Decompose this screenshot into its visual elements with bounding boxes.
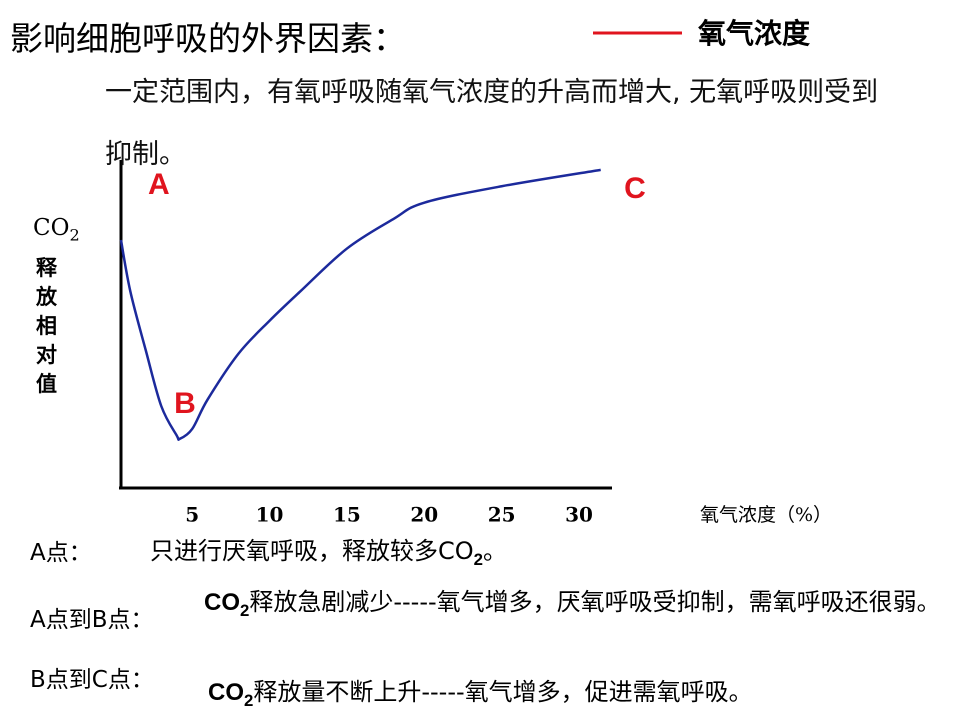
point-label: C xyxy=(624,172,646,205)
y-axis-label: 释放相对值 xyxy=(36,256,57,396)
x-tick-label: 20 xyxy=(410,503,438,527)
curve xyxy=(119,168,601,441)
note-label: A点： xyxy=(30,540,92,566)
subscript: 2 xyxy=(240,600,250,620)
note-label: B点到C点： xyxy=(30,667,154,693)
note-text: CO2释放急剧减少-----氧气增多，厌氧呼吸受抑制，需氧呼吸还很弱。 xyxy=(204,583,944,630)
legend-label: 氧气浓度 xyxy=(698,17,811,50)
y-axis-label: CO2 xyxy=(33,215,80,245)
x-axis-label: 氧气浓度（%） xyxy=(700,504,832,526)
point-label: A xyxy=(148,168,170,201)
note-text: 只进行厌氧呼吸，释放较多CO2。 xyxy=(150,531,507,570)
intro-text: 一定范围内，有氧呼吸随氧气浓度的升高而增大, 无氧呼吸则受到抑制。 xyxy=(105,77,879,170)
text: CO xyxy=(204,589,240,616)
x-tick-label: 25 xyxy=(488,503,516,527)
text: 只进行厌氧呼吸，释放较多CO xyxy=(150,537,474,565)
note-text: CO2释放量不断上升-----氧气增多，促进需氧呼吸。 xyxy=(208,672,753,711)
x-tick-label: 5 xyxy=(185,503,199,527)
x-tick-label: 30 xyxy=(565,503,593,527)
x-tick-label: 10 xyxy=(256,503,284,527)
x-tick-label: 15 xyxy=(333,503,361,527)
subscript: 2 xyxy=(244,690,254,710)
title: 影响细胞呼吸的外界因素： xyxy=(10,19,406,58)
subscript: 2 xyxy=(473,549,483,569)
text: CO xyxy=(208,679,244,706)
text: 释放量不断上升-----氧气增多，促进需氧呼吸。 xyxy=(253,678,753,706)
note-label: A点到B点： xyxy=(30,607,154,633)
text: CO xyxy=(33,215,70,241)
point-label: B xyxy=(174,387,196,420)
subscript: 2 xyxy=(69,225,80,245)
text: 。 xyxy=(483,537,507,565)
text: 释放急剧减少-----氧气增多，厌氧呼吸受抑制，需氧呼吸还很弱。 xyxy=(249,588,941,616)
